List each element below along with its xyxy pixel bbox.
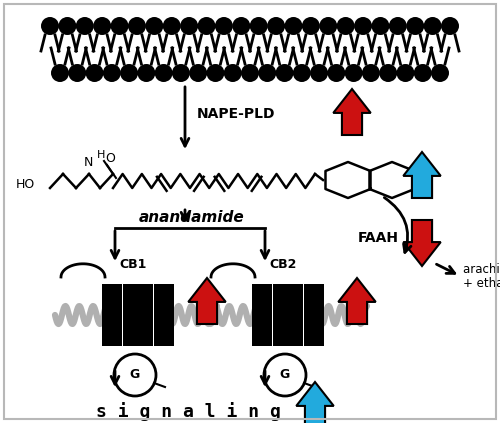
Circle shape bbox=[172, 64, 190, 82]
Bar bbox=[272, 284, 282, 346]
Bar bbox=[112, 284, 122, 346]
Text: CB1: CB1 bbox=[120, 258, 146, 272]
Circle shape bbox=[264, 354, 306, 396]
Circle shape bbox=[241, 64, 259, 82]
Circle shape bbox=[68, 64, 86, 82]
Circle shape bbox=[344, 64, 362, 82]
Circle shape bbox=[336, 17, 354, 35]
Circle shape bbox=[379, 64, 397, 82]
Circle shape bbox=[128, 17, 146, 35]
Circle shape bbox=[396, 64, 414, 82]
Bar bbox=[154, 284, 164, 346]
Circle shape bbox=[232, 17, 250, 35]
Bar bbox=[294, 284, 304, 346]
Circle shape bbox=[206, 64, 224, 82]
Circle shape bbox=[51, 64, 69, 82]
Circle shape bbox=[284, 17, 302, 35]
Circle shape bbox=[372, 17, 390, 35]
Circle shape bbox=[406, 17, 424, 35]
Circle shape bbox=[389, 17, 407, 35]
Circle shape bbox=[189, 64, 207, 82]
Circle shape bbox=[198, 17, 216, 35]
Circle shape bbox=[276, 64, 293, 82]
Circle shape bbox=[120, 64, 138, 82]
Circle shape bbox=[86, 64, 103, 82]
Circle shape bbox=[320, 17, 338, 35]
Polygon shape bbox=[404, 152, 440, 198]
Text: G: G bbox=[130, 368, 140, 382]
Circle shape bbox=[138, 64, 156, 82]
Bar bbox=[133, 284, 143, 346]
Circle shape bbox=[267, 17, 285, 35]
Bar bbox=[144, 284, 154, 346]
Circle shape bbox=[354, 17, 372, 35]
Circle shape bbox=[41, 17, 59, 35]
Bar bbox=[122, 284, 132, 346]
Circle shape bbox=[293, 64, 311, 82]
Bar bbox=[283, 284, 293, 346]
Circle shape bbox=[58, 17, 76, 35]
Text: O: O bbox=[105, 151, 115, 165]
Bar bbox=[262, 284, 272, 346]
Circle shape bbox=[414, 64, 432, 82]
Circle shape bbox=[154, 64, 172, 82]
Circle shape bbox=[302, 17, 320, 35]
Polygon shape bbox=[338, 278, 376, 324]
Circle shape bbox=[362, 64, 380, 82]
Text: anandamide: anandamide bbox=[139, 210, 245, 225]
Polygon shape bbox=[334, 89, 370, 135]
Polygon shape bbox=[188, 278, 226, 324]
Circle shape bbox=[431, 64, 449, 82]
Circle shape bbox=[110, 17, 128, 35]
Circle shape bbox=[162, 17, 180, 35]
Polygon shape bbox=[296, 382, 334, 423]
Circle shape bbox=[441, 17, 459, 35]
Circle shape bbox=[328, 64, 345, 82]
Polygon shape bbox=[404, 220, 440, 266]
Text: FAAH: FAAH bbox=[358, 231, 399, 245]
Text: CB2: CB2 bbox=[270, 258, 296, 272]
Circle shape bbox=[258, 64, 276, 82]
Circle shape bbox=[310, 64, 328, 82]
Circle shape bbox=[103, 64, 121, 82]
Bar bbox=[164, 284, 174, 346]
Circle shape bbox=[93, 17, 111, 35]
Text: N: N bbox=[84, 157, 92, 170]
Text: H: H bbox=[97, 150, 106, 160]
Text: NAPE-PLD: NAPE-PLD bbox=[197, 107, 276, 121]
Text: s i g n a l i n g: s i g n a l i n g bbox=[96, 403, 280, 421]
Bar bbox=[252, 284, 262, 346]
Circle shape bbox=[424, 17, 442, 35]
Circle shape bbox=[76, 17, 94, 35]
Text: arachidonic acid: arachidonic acid bbox=[463, 263, 500, 276]
Bar bbox=[314, 284, 324, 346]
Text: + ethanolamine: + ethanolamine bbox=[463, 277, 500, 290]
Circle shape bbox=[250, 17, 268, 35]
Circle shape bbox=[224, 64, 242, 82]
Circle shape bbox=[146, 17, 164, 35]
Bar bbox=[102, 284, 112, 346]
Circle shape bbox=[114, 354, 156, 396]
Text: G: G bbox=[280, 368, 290, 382]
Bar bbox=[304, 284, 314, 346]
Circle shape bbox=[180, 17, 198, 35]
Text: HO: HO bbox=[16, 178, 35, 190]
Circle shape bbox=[215, 17, 233, 35]
